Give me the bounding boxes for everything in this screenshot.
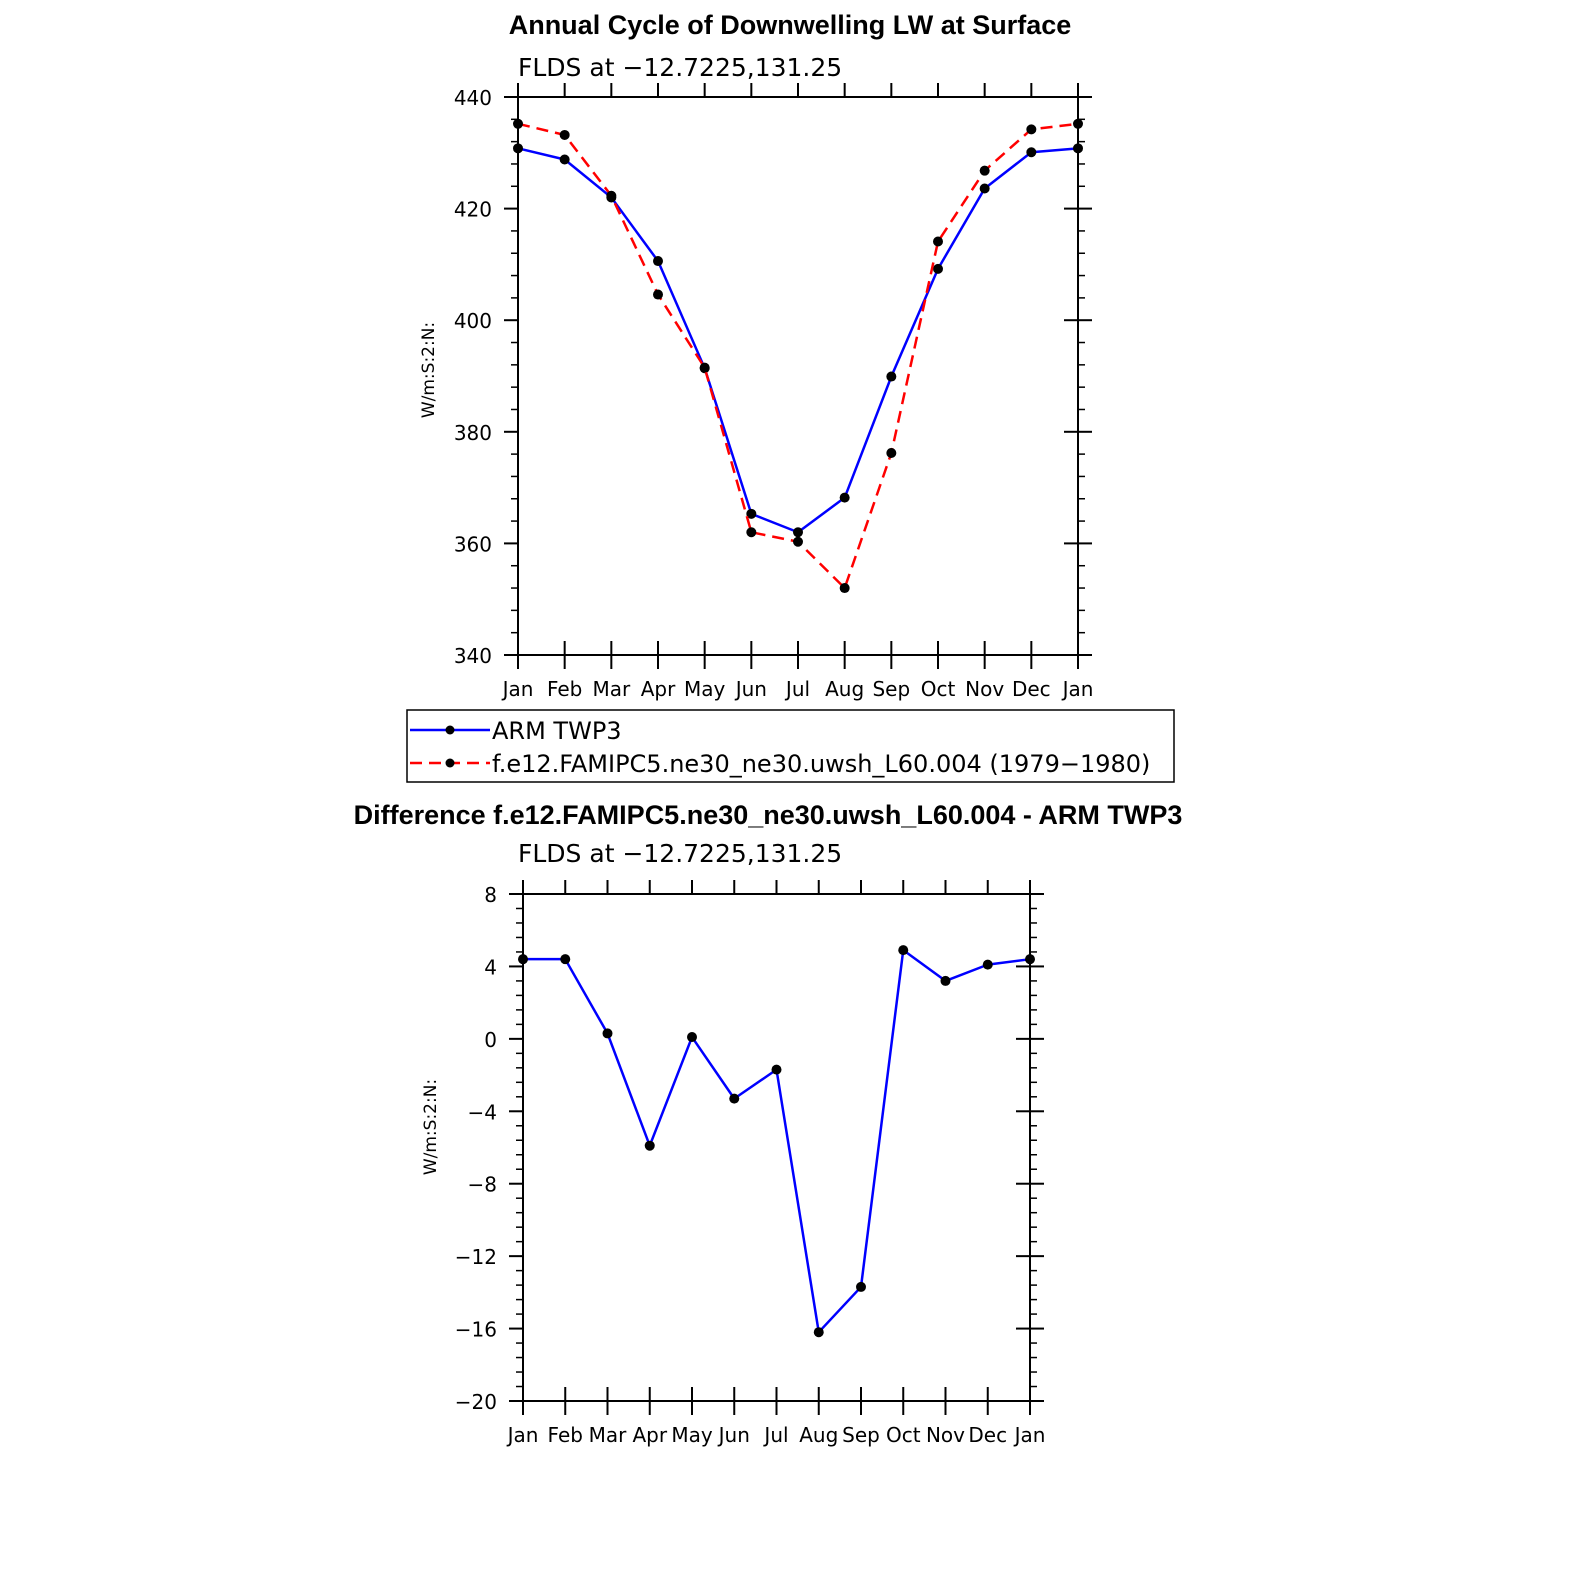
- x-tick-label: May: [671, 1423, 713, 1447]
- data-point: [518, 954, 528, 965]
- data-point: [940, 975, 951, 986]
- x-tick-label: Feb: [548, 1423, 583, 1447]
- x-tick-label: Sep: [842, 1423, 880, 1447]
- data-point: [653, 256, 663, 267]
- data-point: [793, 527, 803, 538]
- x-tick-label: Dec: [1012, 677, 1051, 701]
- data-point: [559, 154, 570, 165]
- y-tick-label: 440: [454, 86, 492, 110]
- data-point: [644, 1140, 655, 1151]
- data-point: [513, 118, 523, 129]
- x-tick-label: Feb: [547, 677, 582, 701]
- data-point: [898, 945, 909, 956]
- x-tick-label: Jan: [1013, 1423, 1046, 1447]
- x-tick-label: Oct: [886, 1423, 921, 1447]
- chart-subtitle: FLDS at −12.7225,131.25: [518, 839, 842, 868]
- x-tick-label: Jun: [717, 1423, 750, 1447]
- chart-title: Annual Cycle of Downwelling LW at Surfac…: [509, 10, 1072, 40]
- legend-box: [406, 709, 1175, 783]
- x-tick-label: Jun: [734, 677, 767, 701]
- data-point: [602, 1028, 613, 1039]
- data-point: [699, 362, 710, 373]
- y-tick-label: 400: [454, 309, 492, 333]
- legend-label-arm: ARM TWP3: [492, 717, 622, 745]
- data-point: [746, 527, 757, 538]
- x-tick-label: Aug: [799, 1423, 838, 1447]
- y-tick-label: 4: [484, 955, 497, 979]
- x-tick-label: Jan: [506, 1423, 539, 1447]
- x-tick-label: Dec: [968, 1423, 1007, 1447]
- data-point: [771, 1064, 782, 1075]
- data-point: [982, 959, 993, 970]
- y-axis-label: W/m:S:2:N:: [419, 322, 439, 418]
- y-tick-label: −16: [455, 1318, 497, 1342]
- data-point: [729, 1093, 740, 1104]
- x-tick-label: Oct: [921, 677, 956, 701]
- x-tick-label: Jul: [762, 1423, 788, 1447]
- data-point: [1026, 147, 1037, 158]
- data-point: [1073, 143, 1083, 154]
- data-point: [606, 190, 617, 201]
- legend: ARM TWP3 f.e12.FAMIPC5.ne30_ne30.uwsh_L6…: [406, 709, 1175, 783]
- x-tick-label: Apr: [632, 1423, 667, 1447]
- y-tick-label: −12: [455, 1245, 497, 1269]
- difference-chart: Difference f.e12.FAMIPC5.ne30_ne30.uwsh_…: [354, 800, 1183, 1447]
- x-tick-label: Nov: [965, 677, 1004, 701]
- y-tick-label: 380: [454, 421, 492, 445]
- data-point: [979, 183, 990, 194]
- data-point: [886, 371, 897, 382]
- y-tick-label: 420: [454, 198, 492, 222]
- x-tick-label: Sep: [872, 677, 910, 701]
- data-point: [813, 1327, 824, 1338]
- chart-subtitle: FLDS at −12.7225,131.25: [518, 53, 842, 82]
- y-tick-label: 340: [454, 644, 492, 668]
- data-point: [513, 143, 523, 154]
- data-point: [856, 1281, 866, 1292]
- data-point: [1026, 124, 1037, 135]
- legend-marker-model: [445, 758, 455, 768]
- data-point: [933, 263, 943, 274]
- data-point: [886, 448, 897, 459]
- y-tick-label: −8: [468, 1173, 497, 1197]
- data-point: [793, 536, 803, 547]
- x-tick-label: Mar: [589, 1423, 628, 1447]
- x-tick-label: Nov: [926, 1423, 965, 1447]
- x-tick-label: Aug: [825, 677, 864, 701]
- data-point: [560, 954, 571, 965]
- x-tick-label: Mar: [592, 677, 631, 701]
- y-axis-label: W/m:S:2:N:: [421, 1079, 441, 1175]
- y-tick-label: 8: [484, 883, 497, 907]
- x-tick-label: Jul: [784, 677, 810, 701]
- data-point: [559, 129, 570, 140]
- x-tick-label: Jan: [1061, 677, 1094, 701]
- data-point: [687, 1032, 697, 1043]
- legend-marker-arm: [445, 725, 455, 735]
- y-tick-label: 0: [484, 1028, 497, 1052]
- y-tick-label: 360: [454, 532, 492, 556]
- x-tick-label: Jan: [501, 677, 534, 701]
- data-point: [839, 492, 850, 503]
- chart-title: Difference f.e12.FAMIPC5.ne30_ne30.uwsh_…: [354, 800, 1183, 830]
- data-point: [839, 583, 850, 594]
- legend-label-model: f.e12.FAMIPC5.ne30_ne30.uwsh_L60.004 (19…: [492, 750, 1150, 778]
- x-tick-label: Apr: [641, 677, 676, 701]
- data-point: [979, 165, 990, 176]
- data-point: [933, 236, 943, 247]
- data-point: [653, 289, 663, 300]
- annual-cycle-chart: Annual Cycle of Downwelling LW at Surfac…: [419, 10, 1093, 701]
- data-point: [1073, 118, 1083, 129]
- y-tick-label: −4: [468, 1100, 497, 1124]
- data-point: [746, 508, 757, 519]
- data-point: [1025, 954, 1035, 965]
- x-tick-label: May: [684, 677, 726, 701]
- y-tick-label: −20: [455, 1390, 497, 1414]
